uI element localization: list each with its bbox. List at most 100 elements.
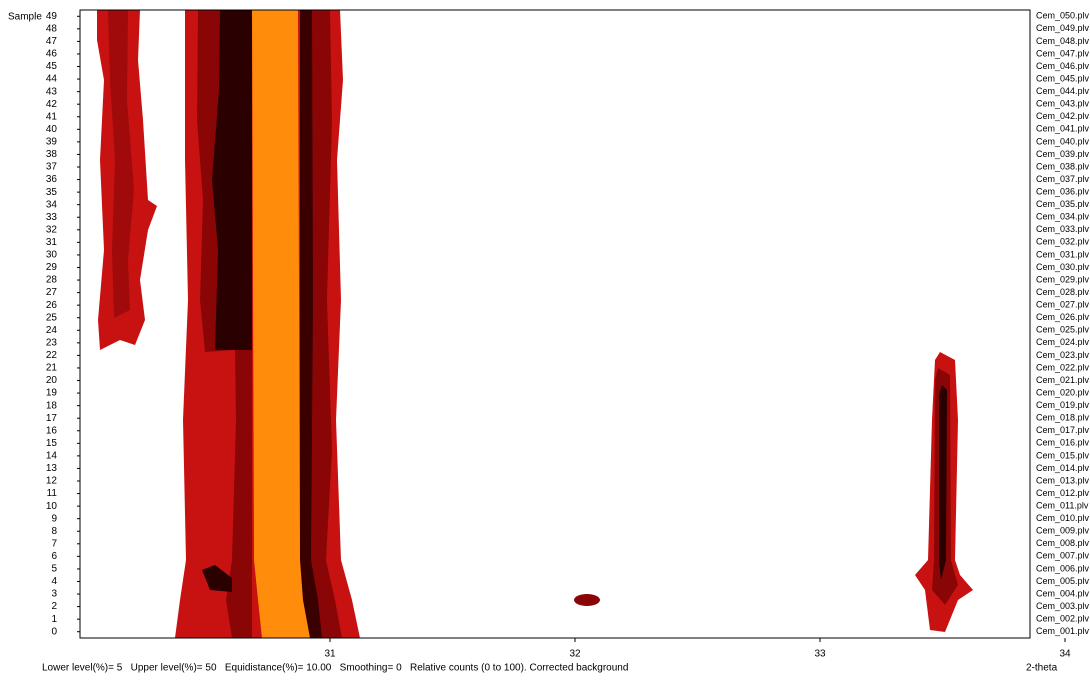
x-tick-label: 31 [324, 649, 336, 660]
y-tick-label: 22 [46, 350, 58, 361]
file-label: Cem_011.plv [1036, 500, 1089, 510]
file-label: Cem_047.plv [1036, 48, 1090, 58]
file-label: Cem_005.plv [1036, 576, 1090, 586]
file-label: Cem_002.plv [1036, 614, 1090, 624]
file-label: Cem_038.plv [1036, 161, 1090, 171]
y-tick-label: 8 [51, 526, 57, 537]
y-tick-label: 12 [46, 476, 58, 487]
file-label: Cem_039.plv [1036, 149, 1090, 159]
file-label: Cem_044.plv [1036, 86, 1090, 96]
y-tick-label: 30 [46, 250, 58, 261]
y-tick-label: 6 [51, 551, 57, 562]
y-tick-label: 46 [46, 49, 58, 60]
file-label: Cem_027.plv [1036, 300, 1090, 310]
file-label: Cem_034.plv [1036, 212, 1090, 222]
file-label: Cem_026.plv [1036, 312, 1090, 322]
file-label: Cem_010.plv [1036, 513, 1090, 523]
y-tick-label: 34 [46, 199, 58, 210]
file-label: Cem_007.plv [1036, 551, 1090, 561]
x-axis-label: 2-theta [1026, 663, 1058, 674]
file-label: Cem_009.plv [1036, 526, 1090, 536]
file-label: Cem_037.plv [1036, 174, 1090, 184]
y-tick-label: 17 [46, 413, 58, 424]
y-tick-label: 37 [46, 162, 58, 173]
y-tick-label: 15 [46, 438, 58, 449]
y-tick-label: 26 [46, 300, 58, 311]
file-label: Cem_019.plv [1036, 400, 1090, 410]
file-label: Cem_024.plv [1036, 337, 1090, 347]
y-tick-label: 35 [46, 187, 58, 198]
file-label: Cem_003.plv [1036, 601, 1090, 611]
y-tick-label: 40 [46, 124, 58, 135]
file-label: Cem_021.plv [1036, 375, 1090, 385]
file-label: Cem_049.plv [1036, 23, 1090, 33]
file-label: Cem_032.plv [1036, 237, 1090, 247]
y-tick-label: 31 [46, 237, 58, 248]
footer: Lower level(%)= 5 Upper level(%)= 50 Equ… [42, 663, 628, 674]
y-tick-label: 44 [46, 74, 58, 85]
y-tick-label: 45 [46, 61, 58, 72]
file-label: Cem_036.plv [1036, 186, 1090, 196]
y-tick-label: 16 [46, 425, 58, 436]
file-label: Cem_025.plv [1036, 325, 1090, 335]
y-tick-label: 28 [46, 275, 58, 286]
y-tick-label: 39 [46, 137, 58, 148]
y-tick-label: 48 [46, 23, 58, 34]
y-tick-label: 5 [51, 564, 57, 575]
file-label: Cem_035.plv [1036, 199, 1090, 209]
file-label: Cem_040.plv [1036, 136, 1090, 146]
y-tick-label: 20 [46, 375, 58, 386]
y-tick-label: 1 [51, 614, 57, 625]
contour-regions [97, 10, 973, 638]
file-label: Cem_042.plv [1036, 111, 1090, 121]
file-label: Cem_028.plv [1036, 287, 1090, 297]
x-tick-label: 33 [814, 649, 826, 660]
contour-peak [252, 10, 310, 638]
y-tick-label: 24 [46, 325, 58, 336]
y-tick-label: 10 [46, 501, 58, 512]
file-label: Cem_045.plv [1036, 73, 1090, 83]
contour-dark [939, 385, 947, 580]
file-label: Cem_043.plv [1036, 99, 1090, 109]
file-label: Cem_013.plv [1036, 475, 1090, 485]
y-tick-label: 27 [46, 287, 58, 298]
contour-outer [574, 594, 600, 606]
y-tick-label: 32 [46, 224, 58, 235]
y-tick-label: 33 [46, 212, 58, 223]
y-tick-label: 21 [46, 363, 58, 374]
y-tick-label: 38 [46, 149, 58, 160]
y-tick-label: 25 [46, 312, 58, 323]
file-label: Cem_017.plv [1036, 425, 1090, 435]
y-axis-label: Sample [8, 12, 42, 23]
y-tick-label: 0 [51, 626, 57, 637]
file-label: Cem_050.plv [1036, 11, 1090, 21]
y-tick-label: 49 [46, 11, 58, 22]
contour-dark [300, 10, 322, 638]
y-tick-label: 14 [46, 451, 58, 462]
file-label: Cem_001.plv [1036, 626, 1090, 636]
file-label: Cem_031.plv [1036, 249, 1090, 259]
y-tick-label: 2 [51, 601, 57, 612]
y-tick-label: 23 [46, 337, 58, 348]
y-tick-label: 9 [51, 513, 57, 524]
plot-border [79, 9, 1031, 639]
x-tick-label: 32 [569, 649, 581, 660]
file-label: Cem_015.plv [1036, 450, 1090, 460]
contour-dark [212, 10, 252, 350]
file-label: Cem_022.plv [1036, 362, 1090, 372]
y-tick-label: 3 [51, 589, 57, 600]
contour-dark [202, 565, 232, 592]
file-label: Cem_046.plv [1036, 61, 1090, 71]
file-label: Cem_008.plv [1036, 538, 1090, 548]
y-tick-label: 43 [46, 86, 58, 97]
y-tick-label: 47 [46, 36, 58, 47]
file-label: Cem_006.plv [1036, 563, 1090, 573]
y-tick-label: 36 [46, 174, 58, 185]
contour-mid [108, 10, 134, 318]
file-label: Cem_012.plv [1036, 488, 1090, 498]
x-tick-label: 34 [1059, 649, 1071, 660]
y-tick-label: 4 [51, 576, 57, 587]
file-label: Cem_018.plv [1036, 413, 1090, 423]
y-tick-label: 42 [46, 99, 58, 110]
y-tick-label: 11 [47, 488, 58, 499]
